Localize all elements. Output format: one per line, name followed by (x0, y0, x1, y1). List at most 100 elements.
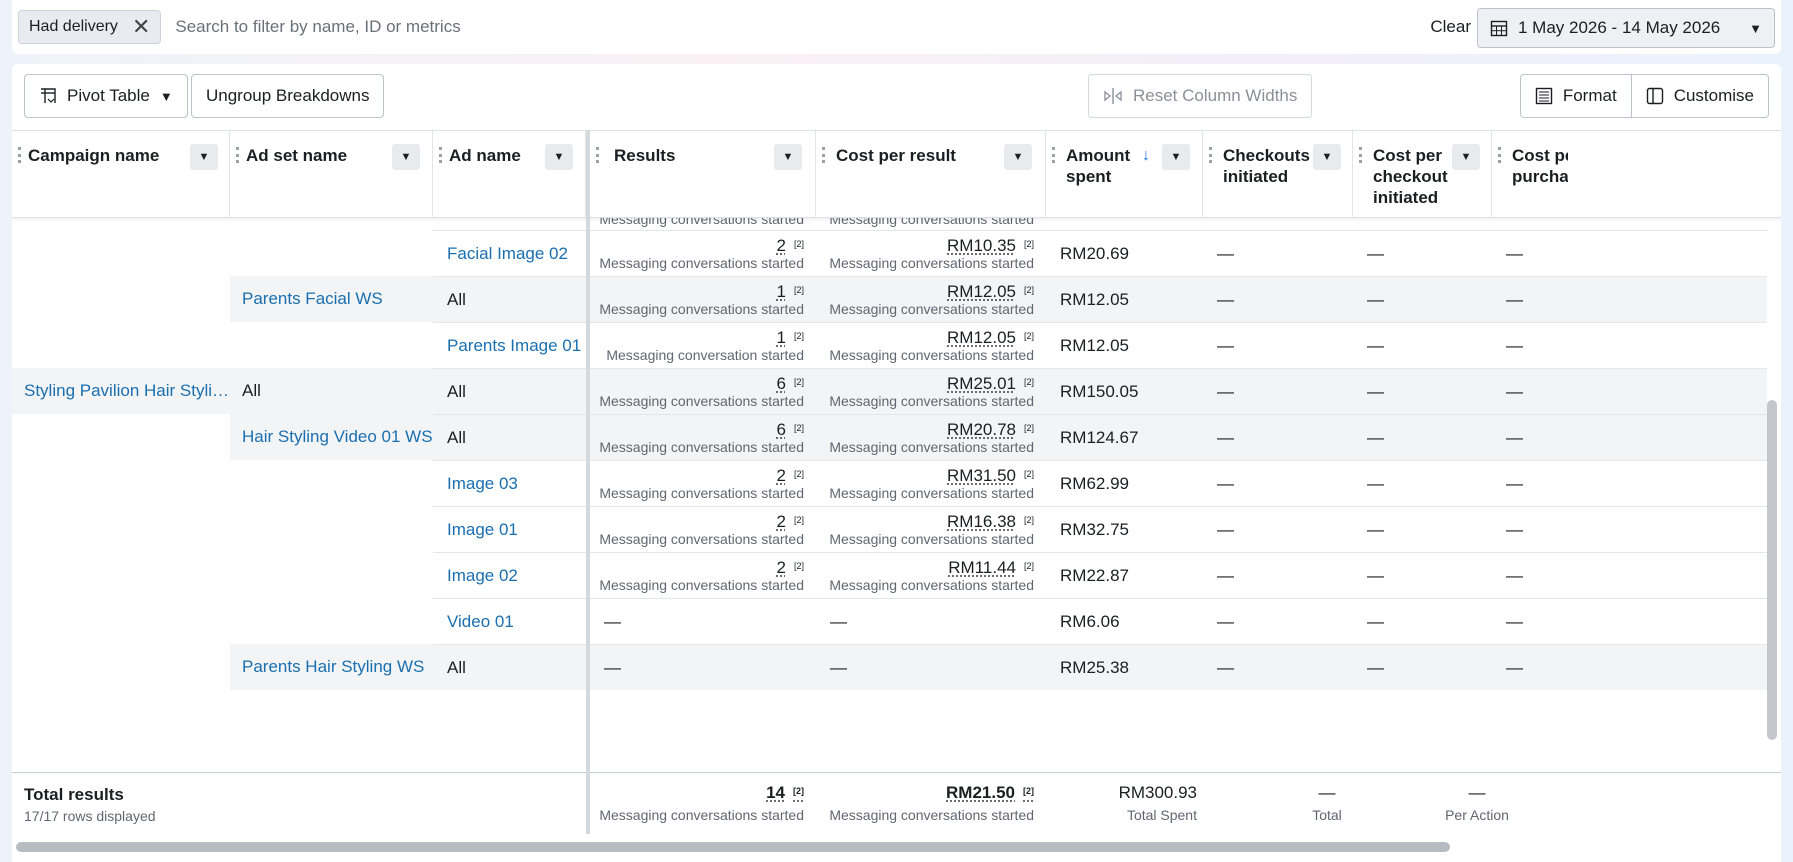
chevron-down-icon[interactable]: ▼ (774, 144, 802, 170)
ad-set-name-cell[interactable]: Parents Hair Styling WS (230, 644, 433, 690)
pivot-table-button[interactable]: Pivot Table ▼ (24, 74, 188, 118)
cost-per-result-value[interactable]: RM16.38 (947, 512, 1016, 531)
column-header-label: Ad name (449, 146, 521, 165)
column-header-ad-name[interactable]: Ad name ▼ (433, 131, 586, 218)
ad-name-cell[interactable]: All (433, 276, 586, 322)
results-value[interactable]: 1 (776, 282, 786, 301)
column-resize-icon (1104, 88, 1122, 104)
ad-set-name-cell[interactable]: Parents Facial WS (230, 276, 433, 322)
cost-per-result-value[interactable]: RM25.01 (947, 374, 1016, 393)
format-label: Format (1562, 86, 1617, 105)
column-header-cost-per-result[interactable]: Cost per result ▼ (816, 131, 1046, 218)
footnote-marker: [2] (1023, 377, 1034, 387)
chevron-down-icon[interactable]: ▼ (1004, 144, 1032, 170)
results-value[interactable]: 2 (776, 512, 786, 531)
toolbar: Pivot Table ▼ Ungroup Breakdowns Reset C… (12, 64, 1781, 130)
total-checkouts-value: — (1318, 783, 1336, 802)
ad-set-name-cell[interactable]: All (230, 368, 433, 414)
cost-per-result-cell: RM10.35 [2] Messaging conversations starte… (816, 230, 1046, 276)
column-header-cost-per-purchase[interactable]: Cost pe purcha (1492, 131, 1781, 218)
ad-name-cell[interactable]: Parents Image 01 (433, 322, 586, 368)
date-range-picker[interactable]: 1 May 2026 - 14 May 2026 ▼ (1477, 8, 1775, 48)
cost-per-result-value[interactable]: RM12.05 (947, 328, 1016, 347)
amount-spent-cell: RM124.67 (1046, 414, 1203, 460)
ad-name-cell[interactable]: All (433, 368, 586, 414)
chevron-down-icon[interactable]: ▼ (190, 144, 218, 170)
results-value[interactable]: 2 (776, 466, 786, 485)
ad-name-cell[interactable]: Image 03 (433, 460, 586, 506)
ad-name-cell[interactable]: Facial Image 02 (433, 230, 586, 276)
column-header-results[interactable]: Results ▼ (590, 131, 816, 218)
vertical-scrollbar[interactable] (1767, 400, 1777, 740)
checkouts-initiated-cell: — (1203, 276, 1353, 322)
campaign-name-cell (12, 552, 230, 598)
chevron-down-icon[interactable]: ▼ (545, 144, 573, 170)
close-icon[interactable]: ✕ (131, 14, 151, 39)
cost-per-result-value[interactable]: RM31.50 (947, 466, 1016, 485)
cost-per-result-cell: RM16.38 [2] Messaging conversations starte… (816, 506, 1046, 552)
chevron-down-icon[interactable]: ▼ (392, 144, 420, 170)
search-input[interactable] (175, 17, 876, 37)
reset-column-widths-button[interactable]: Reset Column Widths (1088, 74, 1313, 118)
filter-chip-had-delivery[interactable]: Had delivery ✕ (18, 10, 162, 44)
ad-name-cell[interactable]: All (433, 414, 586, 460)
column-header-cost-per-checkout[interactable]: Cost per checkout initiated ▼ (1353, 131, 1492, 218)
results-cell: — (590, 598, 816, 644)
campaign-name-cell (12, 644, 230, 690)
results-value[interactable]: 2 (776, 236, 786, 255)
cost-per-checkout-cell: — (1353, 368, 1492, 414)
drag-handle-icon[interactable] (1498, 147, 1501, 163)
amount-spent-cell: RM150.05 (1046, 368, 1203, 414)
ungroup-breakdowns-label: Ungroup Breakdowns (206, 86, 370, 105)
customise-button[interactable]: Customise (1630, 75, 1768, 117)
cost-per-result-value[interactable]: RM20.78 (947, 420, 1016, 439)
format-button[interactable]: Format (1520, 75, 1631, 117)
ad-set-name-cell[interactable]: Hair Styling Video 01 WS (230, 414, 433, 460)
column-header-ad-set-name[interactable]: Ad set name ▼ (230, 131, 433, 218)
drag-handle-icon[interactable] (1359, 147, 1362, 163)
cost-per-result-value[interactable]: RM12.05 (947, 282, 1016, 301)
cost-per-purchase-cell: — (1492, 414, 1767, 460)
column-header-checkouts-initiated[interactable]: Checkouts initiated ▼ (1203, 131, 1353, 218)
results-value[interactable]: 6 (776, 374, 786, 393)
drag-handle-icon[interactable] (1209, 147, 1212, 163)
ad-name-cell[interactable]: Image 02 (433, 552, 586, 598)
results-cell: 6 [2] Messaging conversations started (590, 414, 816, 460)
results-cell: 2 [2] Messaging conversations started (590, 230, 816, 276)
results-value[interactable]: 6 (776, 420, 786, 439)
campaign-name-cell[interactable]: Styling Pavilion Hair Styli… (12, 368, 230, 414)
drag-handle-icon[interactable] (236, 147, 239, 163)
chevron-down-icon[interactable]: ▼ (1313, 144, 1341, 170)
footnote-marker: [2] (793, 786, 804, 796)
results-value[interactable]: 2 (776, 558, 786, 577)
drag-handle-icon[interactable] (1052, 147, 1055, 163)
drag-handle-icon[interactable] (822, 147, 825, 163)
total-checkouts: — Total (1302, 783, 1352, 823)
clear-button[interactable]: Clear (1430, 17, 1471, 36)
footnote-marker: [2] (1023, 423, 1034, 433)
footnote-marker: [2] (793, 239, 804, 249)
ungroup-breakdowns-button[interactable]: Ungroup Breakdowns (191, 74, 385, 118)
cost-per-purchase-cell: — (1492, 368, 1767, 414)
metric-sublabel: Messaging conversations started (829, 255, 1034, 271)
column-header-amount-spent[interactable]: Amount spent ↓ ▼ (1046, 131, 1203, 218)
chevron-down-icon[interactable]: ▼ (1452, 144, 1480, 170)
frozen-column-divider[interactable] (586, 130, 590, 834)
drag-handle-icon[interactable] (596, 147, 599, 163)
column-header-campaign-name[interactable]: Campaign name ▼ (12, 131, 230, 218)
ad-name-cell[interactable]: Video 01 (433, 598, 586, 644)
total-results: 14 [2] Messaging conversations started (590, 783, 804, 823)
chevron-down-icon[interactable]: ▼ (1162, 144, 1190, 170)
ad-name-cell[interactable]: Image 01 (433, 506, 586, 552)
ad-set-name-cell (230, 230, 433, 276)
drag-handle-icon[interactable] (18, 147, 21, 163)
ad-name-cell[interactable]: All (433, 644, 586, 690)
horizontal-scrollbar[interactable] (16, 842, 1450, 852)
results-value[interactable]: 1 (776, 328, 786, 347)
report-panel: Pivot Table ▼ Ungroup Breakdowns Reset C… (12, 64, 1781, 862)
cost-per-result-value[interactable]: RM11.44 (948, 558, 1016, 577)
table-row: Styling Pavilion Hair Styli… All All 6 [2] Me… (12, 368, 1781, 414)
cost-per-result-value[interactable]: RM10.35 (947, 236, 1016, 255)
sort-descending-icon[interactable]: ↓ (1142, 147, 1150, 164)
drag-handle-icon[interactable] (439, 147, 442, 163)
